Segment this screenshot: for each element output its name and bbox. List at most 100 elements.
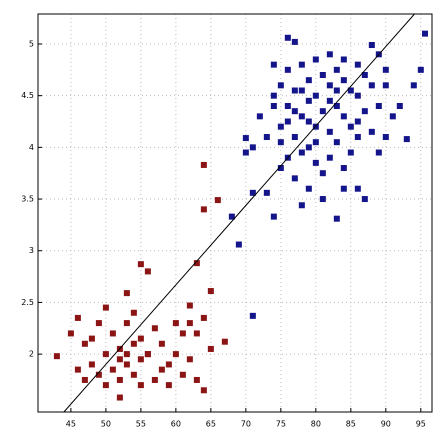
point (193, 376, 200, 383)
point (137, 382, 144, 389)
point (298, 87, 305, 94)
point (284, 66, 291, 73)
point (186, 302, 193, 309)
point (193, 330, 200, 337)
point (144, 351, 151, 358)
x-tick-label: 85 (346, 420, 356, 429)
x-tick-label: 60 (171, 420, 181, 429)
point (326, 97, 333, 104)
point (207, 345, 214, 352)
point (88, 335, 95, 342)
point (88, 361, 95, 368)
point (277, 139, 284, 146)
point (284, 103, 291, 110)
point (368, 42, 375, 49)
point (186, 320, 193, 327)
point (123, 320, 130, 327)
point (130, 371, 137, 378)
point (214, 197, 221, 204)
point (151, 325, 158, 332)
point (200, 314, 207, 321)
point (340, 56, 347, 63)
point (291, 175, 298, 182)
point (249, 312, 256, 319)
point (361, 71, 368, 78)
point (298, 202, 305, 209)
point (172, 320, 179, 327)
point (270, 61, 277, 68)
point (340, 77, 347, 84)
point (249, 189, 256, 196)
fit-line (63, 13, 415, 413)
point (284, 34, 291, 41)
point (228, 213, 235, 220)
point (305, 185, 312, 192)
point (422, 30, 429, 37)
point (109, 366, 116, 373)
point (200, 206, 207, 213)
point (186, 356, 193, 363)
point (256, 113, 263, 120)
point (347, 149, 354, 156)
point (319, 71, 326, 78)
point (277, 82, 284, 89)
point (137, 261, 144, 268)
point (116, 376, 123, 383)
point (249, 144, 256, 151)
point (102, 382, 109, 389)
point (319, 170, 326, 177)
point (123, 290, 130, 297)
point (312, 159, 319, 166)
point (333, 103, 340, 110)
point (333, 87, 340, 94)
point (200, 387, 207, 394)
point (410, 82, 417, 89)
x-tick-label: 65 (206, 420, 216, 429)
point (333, 215, 340, 222)
point (312, 56, 319, 63)
point (326, 51, 333, 58)
point (116, 356, 123, 363)
point (417, 66, 424, 73)
point (200, 161, 207, 168)
point (277, 165, 284, 172)
point (361, 108, 368, 115)
point (382, 66, 389, 73)
point (375, 103, 382, 110)
point (130, 340, 137, 347)
point (340, 113, 347, 120)
point (326, 154, 333, 161)
point (389, 113, 396, 120)
point (340, 185, 347, 192)
point (284, 118, 291, 125)
point (263, 134, 270, 141)
point (165, 382, 172, 389)
point (193, 260, 200, 267)
point (354, 92, 361, 99)
point (319, 108, 326, 115)
point (179, 330, 186, 337)
point (277, 123, 284, 130)
point (291, 134, 298, 141)
point (305, 97, 312, 104)
point (207, 288, 214, 295)
point (396, 103, 403, 110)
point (109, 330, 116, 337)
point (368, 82, 375, 89)
point (326, 128, 333, 135)
point (354, 134, 361, 141)
point (116, 394, 123, 401)
point (158, 366, 165, 373)
point (347, 123, 354, 130)
point (368, 128, 375, 135)
point (354, 61, 361, 68)
point (130, 309, 137, 316)
point (298, 149, 305, 156)
x-tick-label: 55 (136, 420, 146, 429)
point (242, 149, 249, 156)
point (144, 268, 151, 275)
x-tick-label: 80 (311, 420, 321, 429)
point (123, 361, 130, 368)
point (74, 366, 81, 373)
